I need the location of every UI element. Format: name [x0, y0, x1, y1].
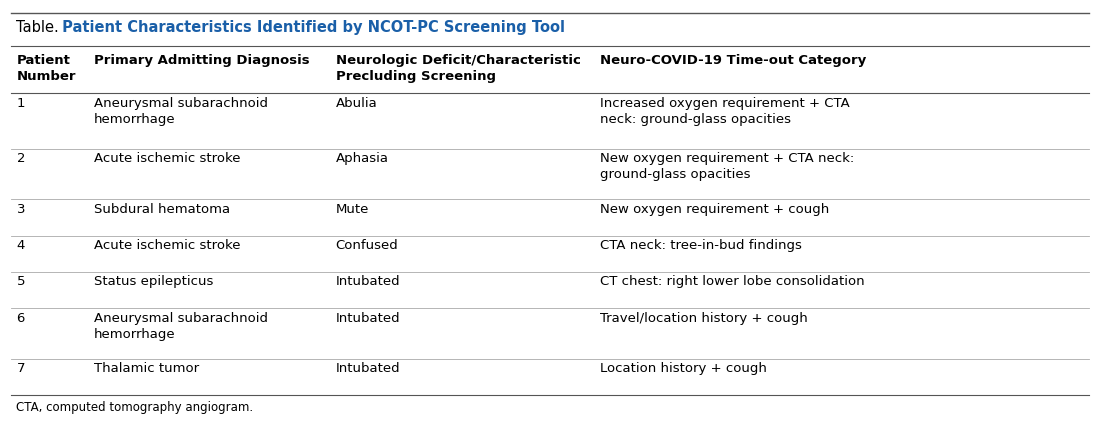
Text: Travel/location history + cough: Travel/location history + cough: [600, 312, 807, 325]
Text: Subdural hematoma: Subdural hematoma: [94, 203, 230, 216]
Text: Acute ischemic stroke: Acute ischemic stroke: [94, 152, 240, 165]
Text: Neurologic Deficit/Characteristic
Precluding Screening: Neurologic Deficit/Characteristic Preclu…: [336, 54, 581, 83]
Text: Neuro-COVID-19 Time-out Category: Neuro-COVID-19 Time-out Category: [600, 54, 866, 67]
Text: Intubated: Intubated: [336, 275, 400, 288]
Text: Table.: Table.: [16, 20, 59, 35]
Text: Abulia: Abulia: [336, 97, 377, 110]
Text: 6: 6: [16, 312, 25, 325]
Text: Thalamic tumor: Thalamic tumor: [94, 362, 199, 375]
Text: 4: 4: [16, 239, 25, 252]
Text: CTA neck: tree-in-bud findings: CTA neck: tree-in-bud findings: [600, 239, 802, 252]
Text: Patient
Number: Patient Number: [16, 54, 76, 83]
Text: Status epilepticus: Status epilepticus: [94, 275, 213, 288]
Text: Location history + cough: Location history + cough: [600, 362, 767, 375]
Text: Aneurysmal subarachnoid
hemorrhage: Aneurysmal subarachnoid hemorrhage: [94, 97, 267, 126]
Text: New oxygen requirement + CTA neck:
ground-glass opacities: New oxygen requirement + CTA neck: groun…: [600, 152, 854, 181]
Text: Confused: Confused: [336, 239, 398, 252]
Text: Patient Characteristics Identified by NCOT-PC Screening Tool: Patient Characteristics Identified by NC…: [57, 20, 565, 35]
Text: Mute: Mute: [336, 203, 368, 216]
Text: 7: 7: [16, 362, 25, 375]
Text: CT chest: right lower lobe consolidation: CT chest: right lower lobe consolidation: [600, 275, 865, 288]
Text: Increased oxygen requirement + CTA
neck: ground-glass opacities: Increased oxygen requirement + CTA neck:…: [600, 97, 849, 126]
Text: Aneurysmal subarachnoid
hemorrhage: Aneurysmal subarachnoid hemorrhage: [94, 312, 267, 341]
Text: New oxygen requirement + cough: New oxygen requirement + cough: [600, 203, 828, 216]
Text: Intubated: Intubated: [336, 362, 400, 375]
Text: 1: 1: [16, 97, 25, 110]
Text: Acute ischemic stroke: Acute ischemic stroke: [94, 239, 240, 252]
Text: 5: 5: [16, 275, 25, 288]
Text: 2: 2: [16, 152, 25, 165]
Text: Primary Admitting Diagnosis: Primary Admitting Diagnosis: [94, 54, 309, 67]
Text: 3: 3: [16, 203, 25, 216]
Text: CTA, computed tomography angiogram.: CTA, computed tomography angiogram.: [16, 401, 254, 414]
Text: Intubated: Intubated: [336, 312, 400, 325]
Text: Aphasia: Aphasia: [336, 152, 388, 165]
